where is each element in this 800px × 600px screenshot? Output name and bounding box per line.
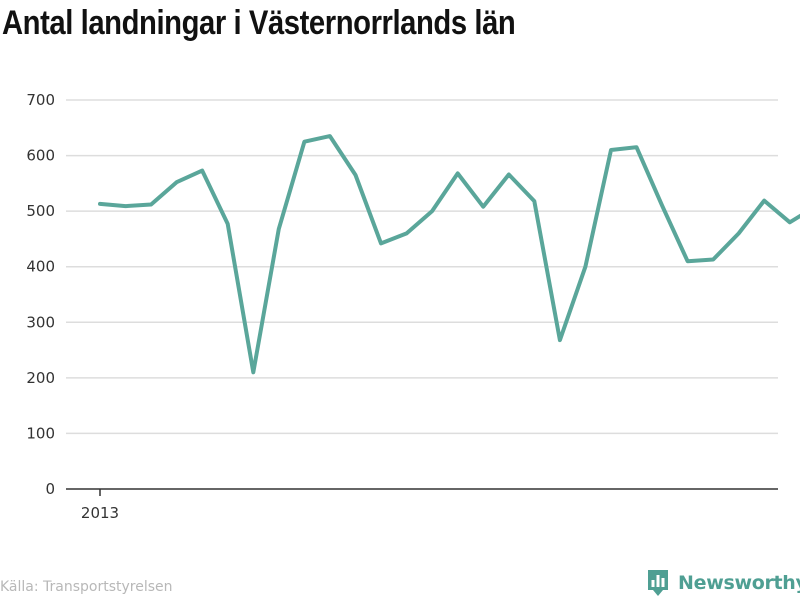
y-tick-label: 600 xyxy=(26,147,55,165)
brand: Newsworthy xyxy=(646,568,800,598)
x-tick-label: 2013 xyxy=(81,504,119,522)
y-tick-label: 300 xyxy=(26,313,55,331)
y-tick-label: 700 xyxy=(26,91,55,109)
source-note: Källa: Transportstyrelsen xyxy=(0,579,173,595)
y-tick-label: 200 xyxy=(26,369,55,387)
brand-name: Newsworthy xyxy=(678,572,800,594)
y-axis: 0 100 200 300 400 500 600 700 xyxy=(26,91,55,498)
x-axis: 2013201620192021 xyxy=(66,488,778,522)
y-tick-label: 400 xyxy=(26,258,55,276)
gridlines xyxy=(66,99,778,435)
y-tick-label: 500 xyxy=(26,202,55,220)
y-tick-label: 0 xyxy=(45,480,55,498)
series-line xyxy=(98,134,800,375)
newsworthy-logo-icon xyxy=(648,570,668,596)
chart-title: Antal landningar i Västernorrlands län xyxy=(2,4,516,42)
y-tick-label: 100 xyxy=(26,424,55,442)
